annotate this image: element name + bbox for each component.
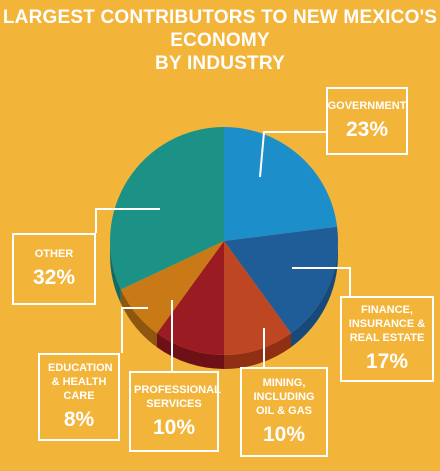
label-finance-value: 17%	[365, 350, 409, 373]
label-finance-name: FINANCE, INSURANCE & REAL ESTATE	[348, 304, 426, 344]
pie-slice-other	[110, 127, 224, 290]
pie-slice-side-finance	[291, 241, 338, 348]
leader-line-government	[259, 131, 326, 178]
label-professional: PROFESSIONAL SERVICES 10%	[129, 371, 221, 452]
label-education-value: 8%	[63, 408, 95, 431]
label-professional-name: PROFESSIONAL SERVICES	[134, 383, 221, 410]
pie-slice-education	[120, 241, 224, 334]
leader-lines	[95, 131, 351, 371]
label-government: GOVERNMENT 23%	[326, 87, 408, 155]
label-government-name: GOVERNMENT	[327, 100, 407, 112]
leader-line-other	[95, 208, 160, 233]
label-mining: MINING, INCLUDING OIL & GAS 10%	[240, 367, 328, 457]
label-other-value: 32%	[32, 266, 76, 289]
label-education: EDUCATION & HEALTH CARE 8%	[38, 353, 120, 441]
chart-subtitle: BY INDUSTRY	[155, 53, 285, 74]
chart-title: LARGEST CONTRIBUTORS TO NEW MEXICO'S ECO…	[0, 6, 440, 75]
pie-slice-professional	[156, 241, 224, 355]
pie-slice-side-education	[120, 289, 157, 348]
label-finance: FINANCE, INSURANCE & REAL ESTATE 17%	[340, 296, 434, 382]
pie-slice-finance	[224, 226, 338, 334]
leader-line-education	[121, 307, 148, 353]
pie-top-group	[110, 127, 338, 355]
label-mining-value: 10%	[262, 423, 306, 446]
label-government-value: 23%	[345, 118, 389, 141]
pie-slice-side-professional	[156, 333, 224, 369]
chart-title-line: LARGEST CONTRIBUTORS TO NEW MEXICO'S ECO…	[2, 7, 438, 51]
label-mining-name: MINING, INCLUDING OIL & GAS	[253, 377, 315, 417]
label-other: OTHER 32%	[12, 233, 96, 305]
pie-side-group	[110, 241, 338, 369]
pie-slice-side-mining	[224, 333, 292, 369]
pie-slice-government	[224, 127, 338, 241]
label-education-name: EDUCATION & HEALTH CARE	[48, 362, 113, 402]
label-other-name: OTHER	[34, 248, 74, 260]
pie-slice-mining	[224, 241, 292, 355]
pie-slice-side-other	[110, 241, 121, 304]
label-professional-value: 10%	[152, 415, 196, 439]
leader-line-finance	[292, 267, 351, 296]
